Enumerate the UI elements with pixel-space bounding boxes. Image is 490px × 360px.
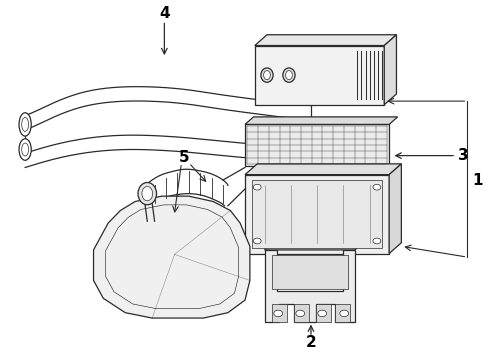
Polygon shape [255, 35, 396, 45]
Text: 2: 2 [306, 334, 317, 350]
Text: 1: 1 [472, 172, 482, 188]
Polygon shape [265, 250, 355, 321]
Circle shape [340, 310, 348, 317]
Circle shape [373, 238, 381, 244]
Ellipse shape [19, 113, 31, 136]
Circle shape [253, 238, 261, 244]
Circle shape [274, 310, 283, 317]
Text: 5: 5 [179, 150, 189, 165]
Text: 3: 3 [458, 148, 468, 163]
Ellipse shape [138, 183, 157, 205]
Circle shape [318, 310, 327, 317]
Bar [316, 304, 331, 321]
Ellipse shape [19, 139, 31, 160]
Polygon shape [389, 164, 401, 253]
Polygon shape [245, 164, 401, 175]
Polygon shape [384, 35, 396, 105]
Bar [245, 175, 389, 253]
Polygon shape [265, 243, 362, 250]
Polygon shape [245, 117, 398, 125]
Bar [252, 180, 382, 248]
Polygon shape [94, 196, 250, 318]
Bar [272, 255, 347, 289]
Circle shape [253, 184, 261, 190]
Ellipse shape [22, 143, 28, 156]
Bar [294, 304, 309, 321]
Circle shape [296, 310, 305, 317]
Ellipse shape [283, 68, 295, 82]
Bar [245, 125, 389, 166]
Ellipse shape [142, 186, 153, 201]
Text: 4: 4 [159, 6, 170, 21]
Ellipse shape [286, 71, 293, 80]
Bar [255, 45, 384, 105]
Bar [335, 304, 350, 321]
Ellipse shape [264, 71, 270, 80]
Circle shape [373, 184, 381, 190]
Bar [272, 304, 287, 321]
Ellipse shape [22, 117, 28, 131]
Ellipse shape [261, 68, 273, 82]
